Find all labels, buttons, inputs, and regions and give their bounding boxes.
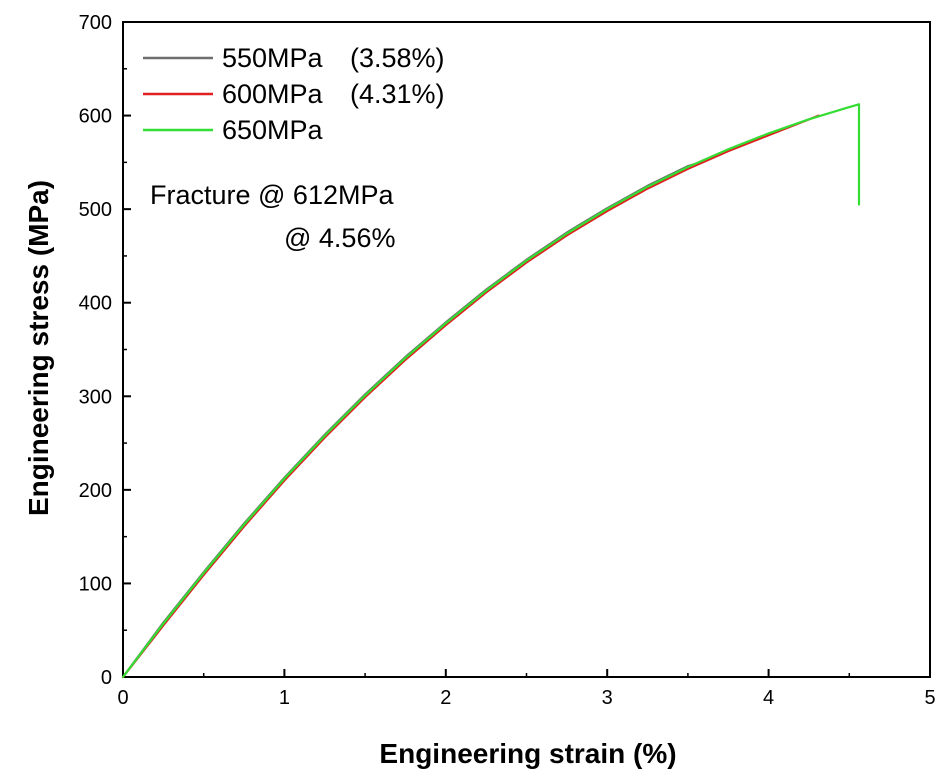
x-tick-label: 5 bbox=[924, 687, 935, 709]
x-tick-label: 4 bbox=[763, 687, 774, 709]
y-tick-label: 0 bbox=[101, 667, 112, 689]
y-tick-label: 100 bbox=[79, 573, 112, 595]
legend-label-650mpa: 650MPa bbox=[222, 115, 324, 145]
y-tick-label: 700 bbox=[79, 12, 112, 34]
series-line-650mpa bbox=[121, 103, 861, 679]
legend-note-550mpa: (3.58%) bbox=[350, 43, 445, 73]
x-axis-label: Engineering strain (%) bbox=[379, 738, 676, 769]
legend-label-550mpa: 550MPa bbox=[222, 43, 324, 73]
y-tick-label: 200 bbox=[79, 480, 112, 502]
x-tick-label: 3 bbox=[602, 687, 613, 709]
y-tick-label: 500 bbox=[79, 199, 112, 221]
legend-label-600mpa: 600MPa bbox=[222, 79, 324, 109]
x-tick-label: 0 bbox=[117, 687, 128, 709]
y-tick-label: 300 bbox=[79, 386, 112, 408]
x-tick-label: 2 bbox=[440, 687, 451, 709]
x-tick-label: 1 bbox=[279, 687, 290, 709]
y-axis-label: Engineering stress (MPa) bbox=[23, 180, 54, 516]
y-tick-label: 400 bbox=[79, 293, 112, 315]
legend: 550MPa (3.58%) 600MPa (4.31%) 650MPa bbox=[143, 43, 445, 145]
y-tick-label: 600 bbox=[79, 106, 112, 128]
series-line-550mpa bbox=[121, 161, 702, 679]
series-lines bbox=[121, 103, 861, 679]
fracture-annotation-line-2: @ 4.56% bbox=[284, 223, 395, 253]
x-axis-ticks: 0 1 2 3 4 5 bbox=[117, 669, 936, 709]
series-line-600mpa bbox=[121, 114, 820, 679]
legend-note-600mpa: (4.31%) bbox=[350, 79, 445, 109]
fracture-annotation-line-1: Fracture @ 612MPa bbox=[150, 180, 394, 210]
